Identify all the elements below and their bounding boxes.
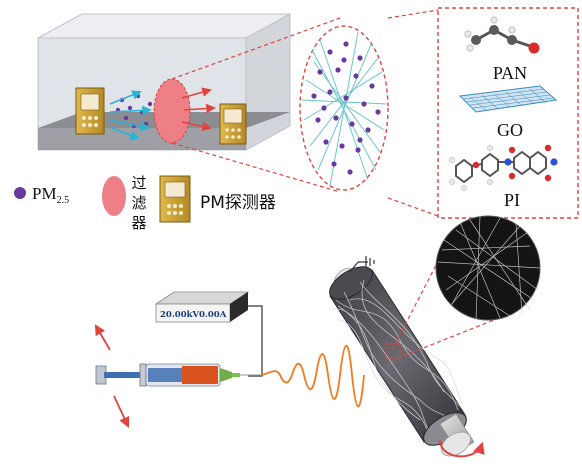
electrospinning-jet [261,344,365,408]
pi-label: PI [504,190,520,210]
hv-cable [248,305,263,377]
pm25-legend-label: PM2.5 [32,184,69,206]
pm-detector-legend-label: PM探测器 [200,193,276,213]
pan-label: PAN [493,63,527,83]
current-readout: 0.00A [199,310,227,320]
go-label: GO [497,120,523,140]
fiber-sem-zoom [385,215,541,359]
high-voltage-power-supply: 20.00kV 0.00A [154,291,250,323]
fiber-network-zoom [299,25,389,191]
filter-legend-char-1: 过 [131,174,146,192]
rotation-arrow-icon [439,439,485,458]
go-sheet [458,85,558,113]
syringe-motion-arrows [94,324,130,428]
airflow-arrows [109,90,152,140]
zoom-connector-lines [171,17,341,193]
pi-atoms [449,144,558,191]
pm-detector-left [75,87,105,135]
pm-detector-right [219,103,247,145]
filter-icon [102,176,126,216]
rotating-collector-drum [329,266,475,457]
filter-legend-char-3: 器 [131,214,146,232]
pan-molecule [464,16,540,54]
filtered-air-arrows [181,87,216,132]
filter-legend-char-2: 滤 [131,194,146,212]
pm-detector-icon [159,175,191,223]
syringe [95,363,262,387]
filter-membrane [153,78,191,144]
ground-icon [349,256,375,273]
materials-connector-lines [387,9,439,217]
particle-icon [14,187,26,199]
voltage-readout: 20.00kV [160,310,200,320]
